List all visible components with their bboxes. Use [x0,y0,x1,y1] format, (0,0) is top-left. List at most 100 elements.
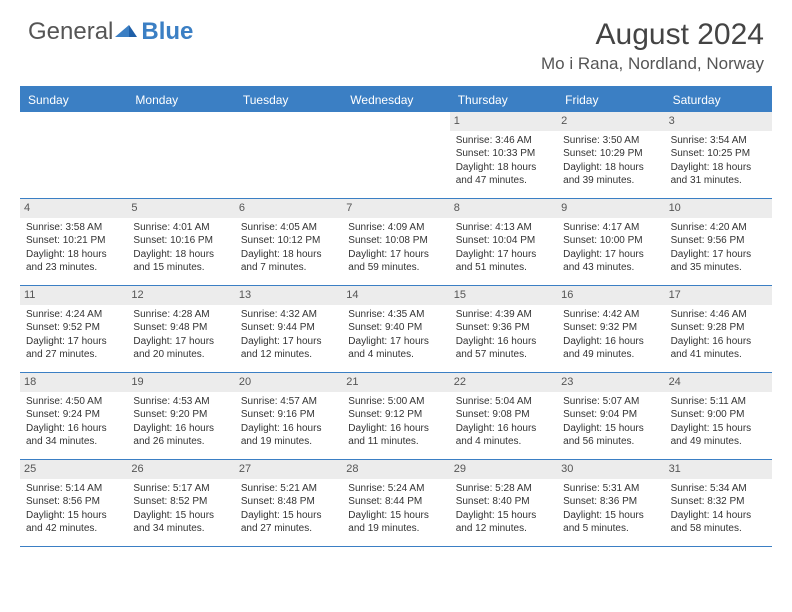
daylight-text: Daylight: 17 hours and 51 minutes. [456,248,551,275]
calendar-week: 1Sunrise: 3:46 AMSunset: 10:33 PMDayligh… [20,112,772,199]
day-number: 25 [20,460,127,479]
calendar-cell: 10Sunrise: 4:20 AMSunset: 9:56 PMDayligh… [665,199,772,285]
sunrise-text: Sunrise: 5:34 AM [671,482,766,496]
calendar-cell: 4Sunrise: 3:58 AMSunset: 10:21 PMDayligh… [20,199,127,285]
day-number: 27 [235,460,342,479]
sunset-text: Sunset: 8:48 PM [241,495,336,509]
weekday-header: Sunday [20,88,127,112]
daylight-text: Daylight: 17 hours and 4 minutes. [348,335,443,362]
page-header: General Blue August 2024 Mo i Rana, Nord… [0,0,792,80]
day-number: 31 [665,460,772,479]
day-number: 20 [235,373,342,392]
day-number: 23 [557,373,664,392]
daylight-text: Daylight: 17 hours and 27 minutes. [26,335,121,362]
sunset-text: Sunset: 10:00 PM [563,234,658,248]
day-number: 16 [557,286,664,305]
weekday-header: Wednesday [342,88,449,112]
daylight-text: Daylight: 16 hours and 57 minutes. [456,335,551,362]
calendar: Sunday Monday Tuesday Wednesday Thursday… [20,86,772,547]
calendar-cell: 26Sunrise: 5:17 AMSunset: 8:52 PMDayligh… [127,460,234,546]
weekday-header: Tuesday [235,88,342,112]
daylight-text: Daylight: 16 hours and 19 minutes. [241,422,336,449]
sunset-text: Sunset: 8:44 PM [348,495,443,509]
calendar-cell: 7Sunrise: 4:09 AMSunset: 10:08 PMDayligh… [342,199,449,285]
calendar-cell [235,112,342,198]
calendar-cell: 13Sunrise: 4:32 AMSunset: 9:44 PMDayligh… [235,286,342,372]
calendar-cell: 11Sunrise: 4:24 AMSunset: 9:52 PMDayligh… [20,286,127,372]
brand-word-1: General [28,18,113,46]
day-number: 6 [235,199,342,218]
sunrise-text: Sunrise: 5:04 AM [456,395,551,409]
sunrise-text: Sunrise: 4:46 AM [671,308,766,322]
day-number: 18 [20,373,127,392]
calendar-cell: 2Sunrise: 3:50 AMSunset: 10:29 PMDayligh… [557,112,664,198]
day-number: 12 [127,286,234,305]
sunrise-text: Sunrise: 5:24 AM [348,482,443,496]
sunset-text: Sunset: 8:36 PM [563,495,658,509]
daylight-text: Daylight: 18 hours and 31 minutes. [671,161,766,188]
sunrise-text: Sunrise: 4:35 AM [348,308,443,322]
sunset-text: Sunset: 9:08 PM [456,408,551,422]
daylight-text: Daylight: 15 hours and 34 minutes. [133,509,228,536]
daylight-text: Daylight: 15 hours and 5 minutes. [563,509,658,536]
daylight-text: Daylight: 15 hours and 56 minutes. [563,422,658,449]
sunset-text: Sunset: 10:21 PM [26,234,121,248]
sunrise-text: Sunrise: 3:58 AM [26,221,121,235]
sunset-text: Sunset: 9:44 PM [241,321,336,335]
day-number: 24 [665,373,772,392]
day-number: 14 [342,286,449,305]
sunset-text: Sunset: 9:36 PM [456,321,551,335]
sunrise-text: Sunrise: 4:24 AM [26,308,121,322]
sunset-text: Sunset: 10:12 PM [241,234,336,248]
daylight-text: Daylight: 18 hours and 15 minutes. [133,248,228,275]
calendar-body: 1Sunrise: 3:46 AMSunset: 10:33 PMDayligh… [20,112,772,547]
day-number: 28 [342,460,449,479]
day-number: 13 [235,286,342,305]
calendar-cell: 30Sunrise: 5:31 AMSunset: 8:36 PMDayligh… [557,460,664,546]
sunrise-text: Sunrise: 5:31 AM [563,482,658,496]
calendar-cell: 21Sunrise: 5:00 AMSunset: 9:12 PMDayligh… [342,373,449,459]
sunrise-text: Sunrise: 4:13 AM [456,221,551,235]
day-number: 11 [20,286,127,305]
day-number: 19 [127,373,234,392]
daylight-text: Daylight: 15 hours and 12 minutes. [456,509,551,536]
calendar-cell: 1Sunrise: 3:46 AMSunset: 10:33 PMDayligh… [450,112,557,198]
weekday-header-row: Sunday Monday Tuesday Wednesday Thursday… [20,88,772,112]
calendar-cell: 9Sunrise: 4:17 AMSunset: 10:00 PMDayligh… [557,199,664,285]
sunrise-text: Sunrise: 4:20 AM [671,221,766,235]
calendar-cell: 3Sunrise: 3:54 AMSunset: 10:25 PMDayligh… [665,112,772,198]
sunset-text: Sunset: 9:24 PM [26,408,121,422]
weekday-header: Thursday [450,88,557,112]
sunrise-text: Sunrise: 5:00 AM [348,395,443,409]
day-number: 15 [450,286,557,305]
calendar-cell: 6Sunrise: 4:05 AMSunset: 10:12 PMDayligh… [235,199,342,285]
sunset-text: Sunset: 10:33 PM [456,147,551,161]
calendar-cell: 15Sunrise: 4:39 AMSunset: 9:36 PMDayligh… [450,286,557,372]
calendar-cell: 24Sunrise: 5:11 AMSunset: 9:00 PMDayligh… [665,373,772,459]
sunset-text: Sunset: 10:08 PM [348,234,443,248]
logo-mark-icon [115,18,137,46]
sunset-text: Sunset: 10:16 PM [133,234,228,248]
sunset-text: Sunset: 8:32 PM [671,495,766,509]
sunrise-text: Sunrise: 4:17 AM [563,221,658,235]
sunrise-text: Sunrise: 4:42 AM [563,308,658,322]
weekday-header: Saturday [665,88,772,112]
sunrise-text: Sunrise: 3:46 AM [456,134,551,148]
calendar-cell: 17Sunrise: 4:46 AMSunset: 9:28 PMDayligh… [665,286,772,372]
sunset-text: Sunset: 8:56 PM [26,495,121,509]
calendar-cell: 8Sunrise: 4:13 AMSunset: 10:04 PMDayligh… [450,199,557,285]
daylight-text: Daylight: 17 hours and 59 minutes. [348,248,443,275]
calendar-cell: 29Sunrise: 5:28 AMSunset: 8:40 PMDayligh… [450,460,557,546]
sunrise-text: Sunrise: 5:21 AM [241,482,336,496]
calendar-week: 18Sunrise: 4:50 AMSunset: 9:24 PMDayligh… [20,373,772,460]
daylight-text: Daylight: 18 hours and 7 minutes. [241,248,336,275]
calendar-week: 11Sunrise: 4:24 AMSunset: 9:52 PMDayligh… [20,286,772,373]
daylight-text: Daylight: 14 hours and 58 minutes. [671,509,766,536]
sunset-text: Sunset: 9:40 PM [348,321,443,335]
calendar-cell [342,112,449,198]
sunset-text: Sunset: 10:04 PM [456,234,551,248]
sunset-text: Sunset: 9:04 PM [563,408,658,422]
daylight-text: Daylight: 16 hours and 41 minutes. [671,335,766,362]
sunrise-text: Sunrise: 4:09 AM [348,221,443,235]
sunrise-text: Sunrise: 4:32 AM [241,308,336,322]
